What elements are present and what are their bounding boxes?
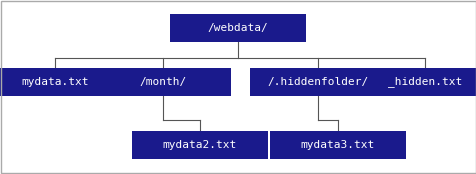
Text: /.hiddenfolder/: /.hiddenfolder/: [267, 77, 368, 87]
FancyBboxPatch shape: [169, 14, 306, 42]
FancyBboxPatch shape: [132, 131, 268, 159]
Text: mydata2.txt: mydata2.txt: [162, 140, 237, 150]
FancyBboxPatch shape: [356, 68, 476, 96]
Text: mydata3.txt: mydata3.txt: [300, 140, 374, 150]
FancyBboxPatch shape: [0, 68, 123, 96]
Text: _hidden.txt: _hidden.txt: [387, 77, 461, 88]
FancyBboxPatch shape: [95, 68, 230, 96]
FancyBboxPatch shape: [249, 68, 385, 96]
FancyBboxPatch shape: [269, 131, 405, 159]
Text: /month/: /month/: [139, 77, 186, 87]
Text: /webdata/: /webdata/: [207, 23, 268, 33]
Text: mydata.txt: mydata.txt: [21, 77, 89, 87]
